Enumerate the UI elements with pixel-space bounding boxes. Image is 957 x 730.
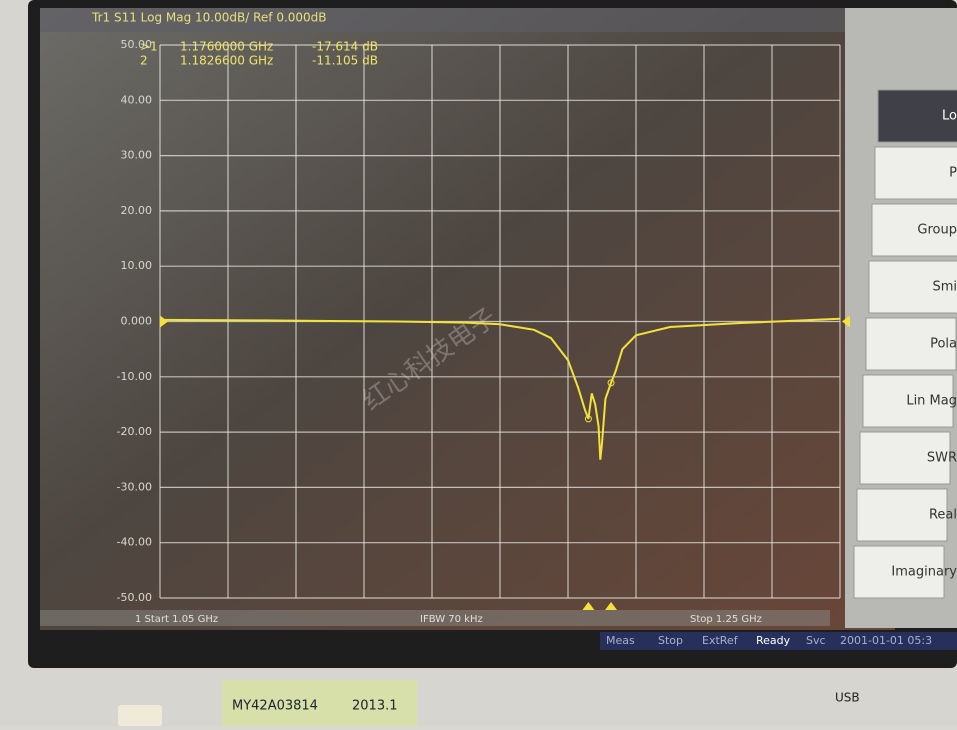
softkey-label: Lin Mag [906,394,957,409]
y-tick-label: 40.00 [121,93,153,106]
softkey[interactable] [862,374,954,428]
title-bar [40,8,895,32]
y-tick-label: 20.00 [121,204,153,217]
marker-freq: 1.1760000 GHz [180,40,273,54]
softkey[interactable] [877,89,957,143]
sticker-date: 2013.1 [352,699,398,714]
y-tick-label: 30.00 [121,149,153,162]
status-item: Svc [806,634,826,647]
marker-triangle [582,602,595,610]
y-tick-label: 10.00 [121,259,153,272]
marker-value: -11.105 dB [312,54,378,68]
softkeys: Lo P Group Smi Pola Lin Mag SWR Real Imaginary [853,89,957,599]
marker-id: >1 [140,40,158,54]
softkey[interactable] [874,146,957,200]
softkey-label: Lo [942,109,957,124]
status-item: Stop [658,634,683,647]
softkey-label: Smi [932,280,957,295]
marker-freq: 1.1826600 GHz [180,54,273,68]
marker-value: -17.614 dB [312,40,378,54]
marker-triangle [605,602,618,610]
y-tick-label: -20.00 [117,425,152,438]
ifbw-label: IFBW 70 kHz [420,614,483,625]
ref-arrow-right [842,315,850,328]
start-label: 1 Start 1.05 GHz [135,614,218,625]
softkey-label: Group [917,223,957,238]
y-tick-label: -40.00 [117,536,152,549]
marker-point [607,379,615,387]
y-tick-label: 50.00 [121,38,153,51]
y-tick-label: -50.00 [117,591,152,604]
sticker-serial: MY42A03814 [232,699,318,714]
stop-label: Stop 1.25 GHz [690,614,762,625]
y-tick-label: -30.00 [117,480,152,493]
softkey-label: SWR [927,451,957,466]
softkey-label: Pola [930,337,957,352]
status-item: 2001-01-01 05:3 [840,634,932,647]
softkey-label: P [949,166,957,181]
status-item: ExtRef [702,634,739,647]
status-bar [600,632,957,650]
status-items: Meas Stop ExtRef Ready Svc 2001-01-01 05:3 [606,634,932,647]
softkey[interactable] [865,317,957,371]
usb-label: USB [835,691,860,705]
power-button[interactable] [118,705,162,726]
trace [159,317,841,460]
softkey-label: Imaginary [891,565,957,580]
softkey-label: Real [929,508,957,523]
marker-id: 2 [140,54,148,68]
marker-point [584,415,592,423]
footer-bar [40,610,830,626]
y-tick-label: 0.000 [121,315,153,328]
softkey[interactable] [859,431,951,485]
sticker [222,680,417,726]
trace-title: Tr1 S11 Log Mag 10.00dB/ Ref 0.000dB [91,11,327,25]
status-item: Ready [756,634,791,647]
softkey[interactable] [856,488,948,542]
softkey[interactable] [871,203,957,257]
ref-arrow [160,315,168,328]
softkey[interactable] [868,260,957,314]
status-item: Meas [606,634,635,647]
y-tick-label: -10.00 [117,370,152,383]
softkey[interactable] [853,545,945,599]
